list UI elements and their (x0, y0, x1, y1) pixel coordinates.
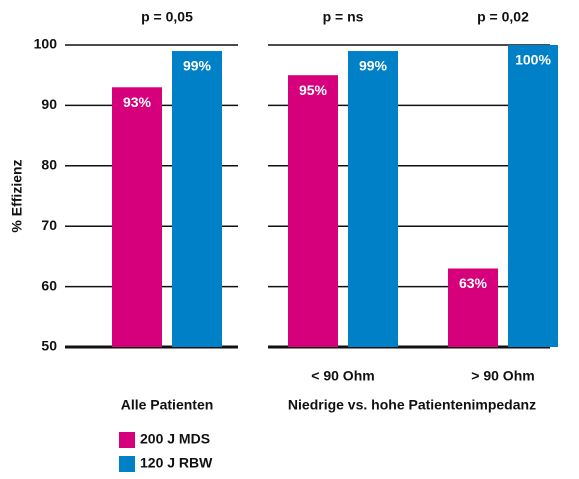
legend-swatch (119, 432, 135, 448)
value-label: 99% (183, 58, 212, 74)
value-label: 99% (359, 58, 388, 74)
value-label: 100% (515, 52, 551, 68)
y-tick-label: 70 (41, 217, 57, 233)
bar (172, 51, 222, 347)
x-tick-label: < 90 Ohm (311, 368, 374, 384)
y-tick-label: 100 (34, 36, 58, 52)
bar (448, 268, 498, 347)
y-tick-label: 50 (41, 338, 57, 354)
x-tick-label: > 90 Ohm (471, 368, 534, 384)
legend-label: 120 J RBW (140, 455, 213, 471)
y-tick-label: 80 (41, 157, 57, 173)
bar (288, 75, 338, 347)
legend-label: 200 J MDS (140, 431, 210, 447)
value-label: 93% (123, 94, 152, 110)
x-axis-label: Niedrige vs. hohe Patientenimpedanz (288, 397, 536, 413)
y-tick-label: 90 (41, 96, 57, 112)
y-tick-label: 60 (41, 277, 57, 293)
legend-swatch (119, 456, 135, 472)
bar (348, 51, 398, 347)
value-label: 95% (299, 82, 328, 98)
annotation: p = 0,02 (477, 9, 529, 25)
value-label: 63% (459, 275, 488, 291)
annotation: p = ns (323, 9, 364, 25)
x-axis-label: Alle Patienten (121, 397, 214, 413)
bar (112, 87, 162, 347)
bar (508, 45, 558, 347)
y-axis-label: % Effizienz (9, 159, 25, 232)
annotation: p = 0,05 (141, 9, 193, 25)
